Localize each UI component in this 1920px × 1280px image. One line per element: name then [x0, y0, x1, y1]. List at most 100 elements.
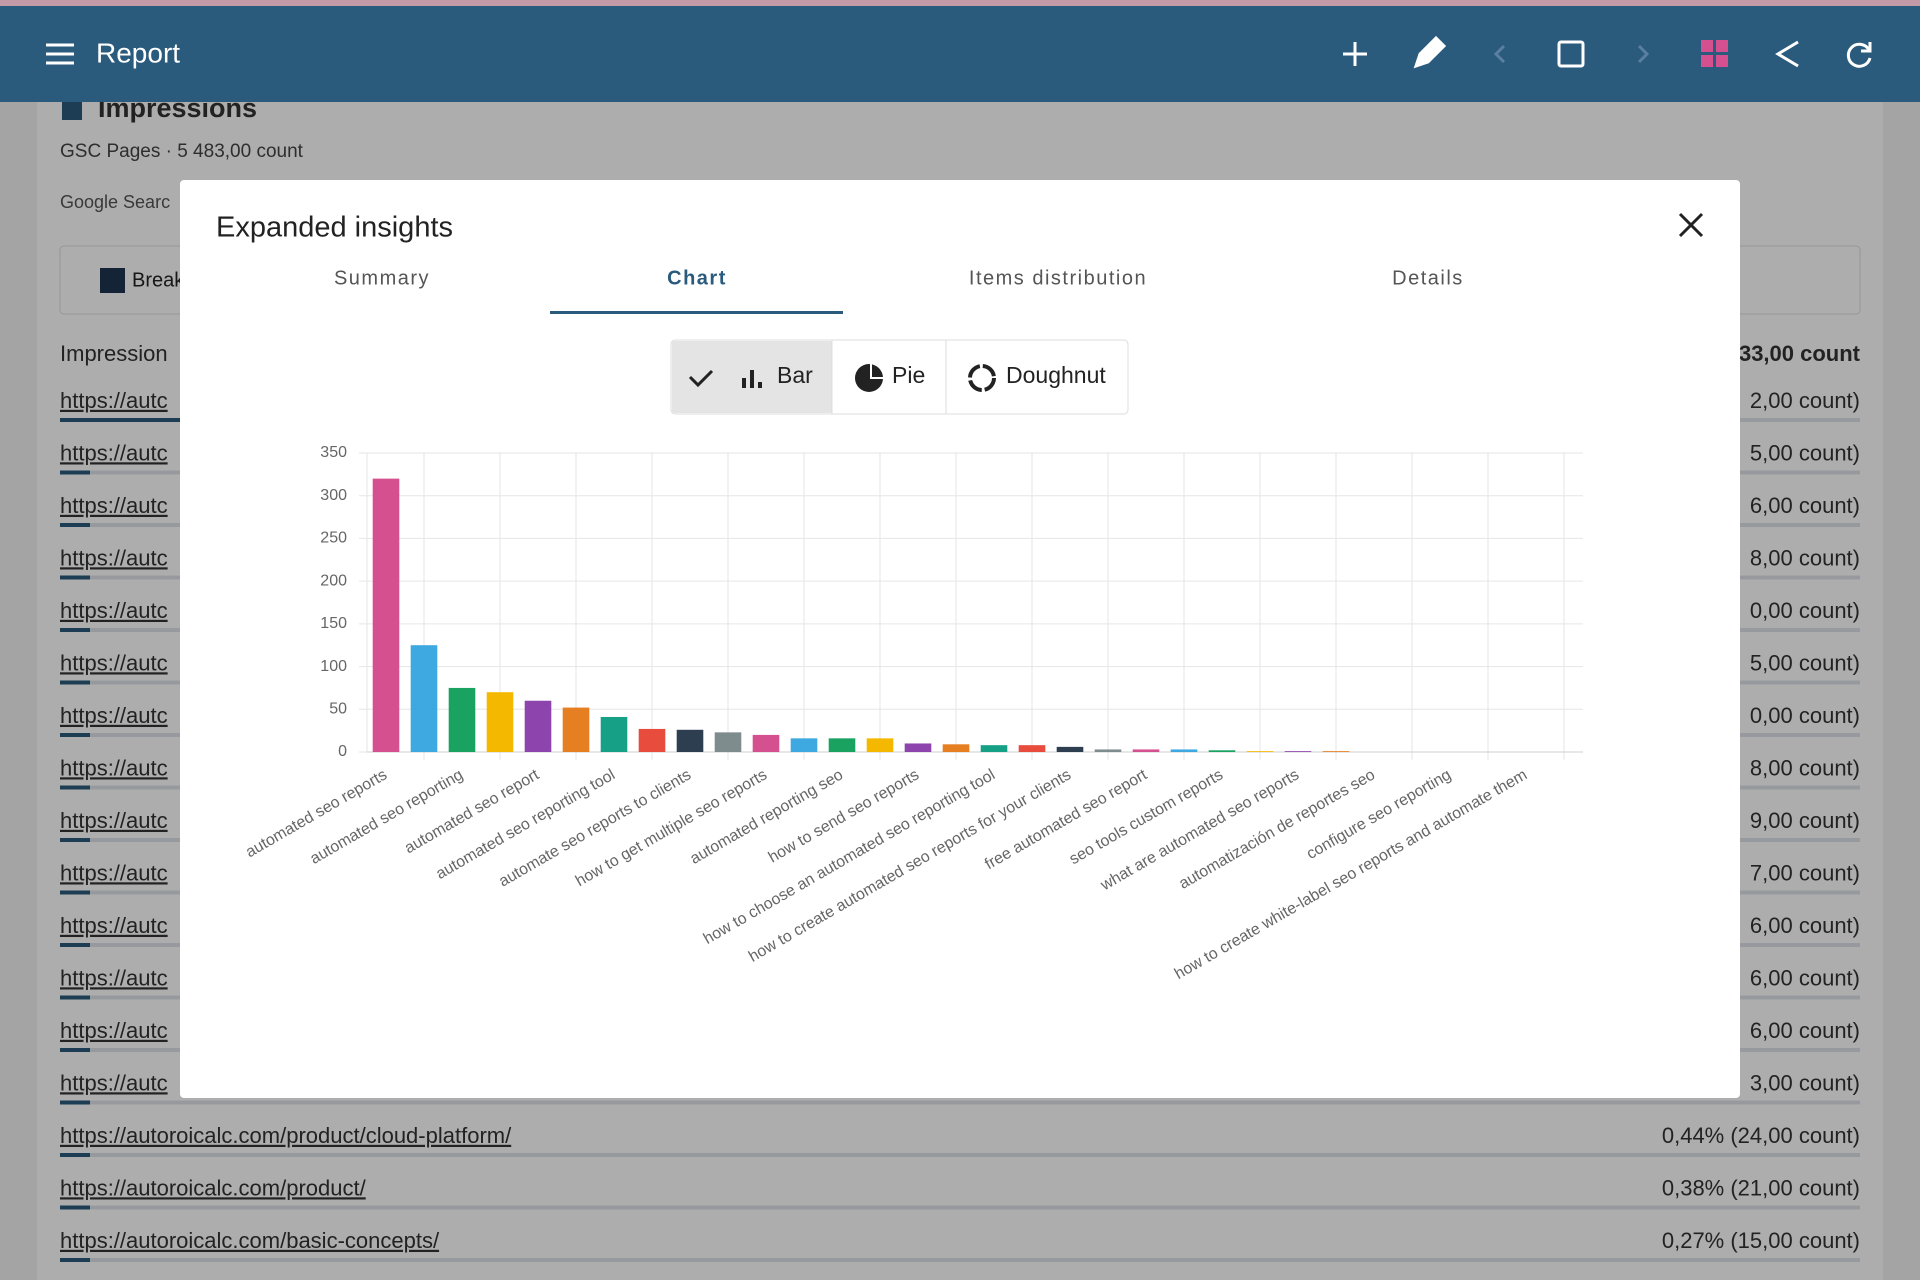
- tab[interactable]: Chart: [667, 267, 727, 289]
- tab[interactable]: Details: [1392, 267, 1464, 289]
- row-url[interactable]: https://autoroicalc.com/basic-concepts/: [60, 1228, 440, 1253]
- breakdown-label: Break: [132, 269, 185, 291]
- bar: [486, 692, 514, 752]
- y-tick-label: 350: [320, 444, 347, 461]
- list-total: 33,00 count: [1739, 341, 1861, 366]
- row-url[interactable]: https://autc: [60, 808, 168, 833]
- doughnut-icon: [968, 364, 996, 392]
- prev-button[interactable]: [1493, 44, 1506, 64]
- calendar-button[interactable]: [1557, 40, 1585, 68]
- bar: [1094, 749, 1122, 752]
- row-url[interactable]: https://autc: [60, 913, 168, 938]
- refresh-button[interactable]: [1846, 42, 1872, 68]
- y-tick-label: 0: [338, 743, 347, 760]
- row-value: 5,00 count): [1750, 650, 1860, 675]
- bar: [752, 734, 780, 752]
- list-header: Impression: [60, 341, 168, 366]
- row-url[interactable]: https://autoroicalc.com/product/: [60, 1175, 367, 1200]
- row-url[interactable]: https://autc: [60, 1070, 168, 1095]
- row-url[interactable]: https://autc: [60, 703, 168, 728]
- row-value: 8,00 count): [1750, 755, 1860, 780]
- bar-icon: [742, 370, 762, 388]
- row-value: 0,44% (24,00 count): [1662, 1123, 1860, 1148]
- row-url[interactable]: https://autc: [60, 1018, 168, 1043]
- modal: [180, 180, 1740, 1098]
- app-title: Report: [96, 37, 180, 68]
- row-url[interactable]: https://autc: [60, 755, 168, 780]
- bar: [600, 716, 628, 752]
- row-value: 9,00 count): [1750, 808, 1860, 833]
- card-subtitle: GSC Pages · 5 483,00 count: [60, 141, 304, 162]
- row-value: 8,00 count): [1750, 545, 1860, 570]
- row-value: 6,00 count): [1750, 1018, 1860, 1043]
- bar: [1018, 745, 1046, 752]
- y-tick-label: 50: [329, 701, 347, 718]
- y-tick-label: 300: [320, 487, 347, 504]
- bar: [524, 700, 552, 752]
- y-tick-label: 200: [320, 572, 347, 589]
- row-url[interactable]: https://autc: [60, 965, 168, 990]
- bar: [828, 738, 856, 752]
- menu-button[interactable]: [46, 43, 74, 65]
- toolbar: [1343, 35, 1872, 69]
- row-url[interactable]: https://autc: [60, 598, 168, 623]
- row-value: 0,27% (15,00 count): [1662, 1228, 1860, 1253]
- add-button[interactable]: [1343, 42, 1367, 66]
- bar: [1322, 751, 1350, 752]
- card-icon: [62, 100, 82, 120]
- bar: [1132, 749, 1160, 752]
- row-value: 0,38% (21,00 count): [1662, 1175, 1860, 1200]
- chart-type-pie[interactable]: Pie: [892, 362, 925, 388]
- bar: [448, 687, 476, 752]
- bar: [1246, 751, 1274, 752]
- breakdown-icon: [100, 268, 125, 293]
- top-strip: [0, 0, 1920, 6]
- row-value: 0,00 count): [1750, 598, 1860, 623]
- row-url[interactable]: https://autc: [60, 860, 168, 885]
- pie-icon: [855, 364, 883, 392]
- row-url[interactable]: https://autc: [60, 545, 168, 570]
- row-url[interactable]: https://autoroicalc.com/product/cloud-pl…: [60, 1123, 512, 1148]
- bar: [1170, 749, 1198, 752]
- bar: [980, 745, 1008, 752]
- row-url[interactable]: https://autc: [60, 493, 168, 518]
- bar: [790, 738, 818, 752]
- row-url[interactable]: https://autc: [60, 440, 168, 465]
- bar: [714, 732, 742, 752]
- y-tick-label: 250: [320, 530, 347, 547]
- layout-button[interactable]: [1701, 40, 1728, 67]
- bar: [372, 478, 400, 752]
- row-value: 5,00 count): [1750, 440, 1860, 465]
- y-tick-label: 150: [320, 615, 347, 632]
- app-bar: [0, 6, 1920, 102]
- bar: [1056, 746, 1084, 752]
- row-value: 0,00 count): [1750, 703, 1860, 728]
- bar: [638, 728, 666, 752]
- card-source: Google Searc: [60, 192, 170, 212]
- pie-icon-cut: [870, 364, 885, 379]
- bar: [676, 729, 704, 752]
- row-url[interactable]: https://autc: [60, 388, 168, 413]
- chart-type-doughnut[interactable]: Doughnut: [1006, 362, 1106, 388]
- row-value: 6,00 count): [1750, 965, 1860, 990]
- bar: [942, 744, 970, 752]
- chart-type-bar[interactable]: Bar: [777, 362, 813, 388]
- edit-button[interactable]: [1413, 35, 1447, 69]
- tab[interactable]: Summary: [334, 267, 430, 289]
- modal-title: Expanded insights: [216, 212, 453, 244]
- row-value: 2,00 count): [1750, 388, 1860, 413]
- tab[interactable]: Items distribution: [969, 267, 1147, 289]
- bar: [410, 645, 438, 752]
- row-url[interactable]: https://autc: [60, 650, 168, 675]
- bar: [1208, 750, 1236, 752]
- row-value: 7,00 count): [1750, 860, 1860, 885]
- next-button[interactable]: [1637, 44, 1650, 64]
- share-button[interactable]: [1775, 40, 1799, 68]
- close-button[interactable]: [1678, 212, 1704, 238]
- check-icon: [688, 369, 714, 388]
- bar: [562, 707, 590, 752]
- tab-indicator: [550, 311, 843, 314]
- row-value: 6,00 count): [1750, 493, 1860, 518]
